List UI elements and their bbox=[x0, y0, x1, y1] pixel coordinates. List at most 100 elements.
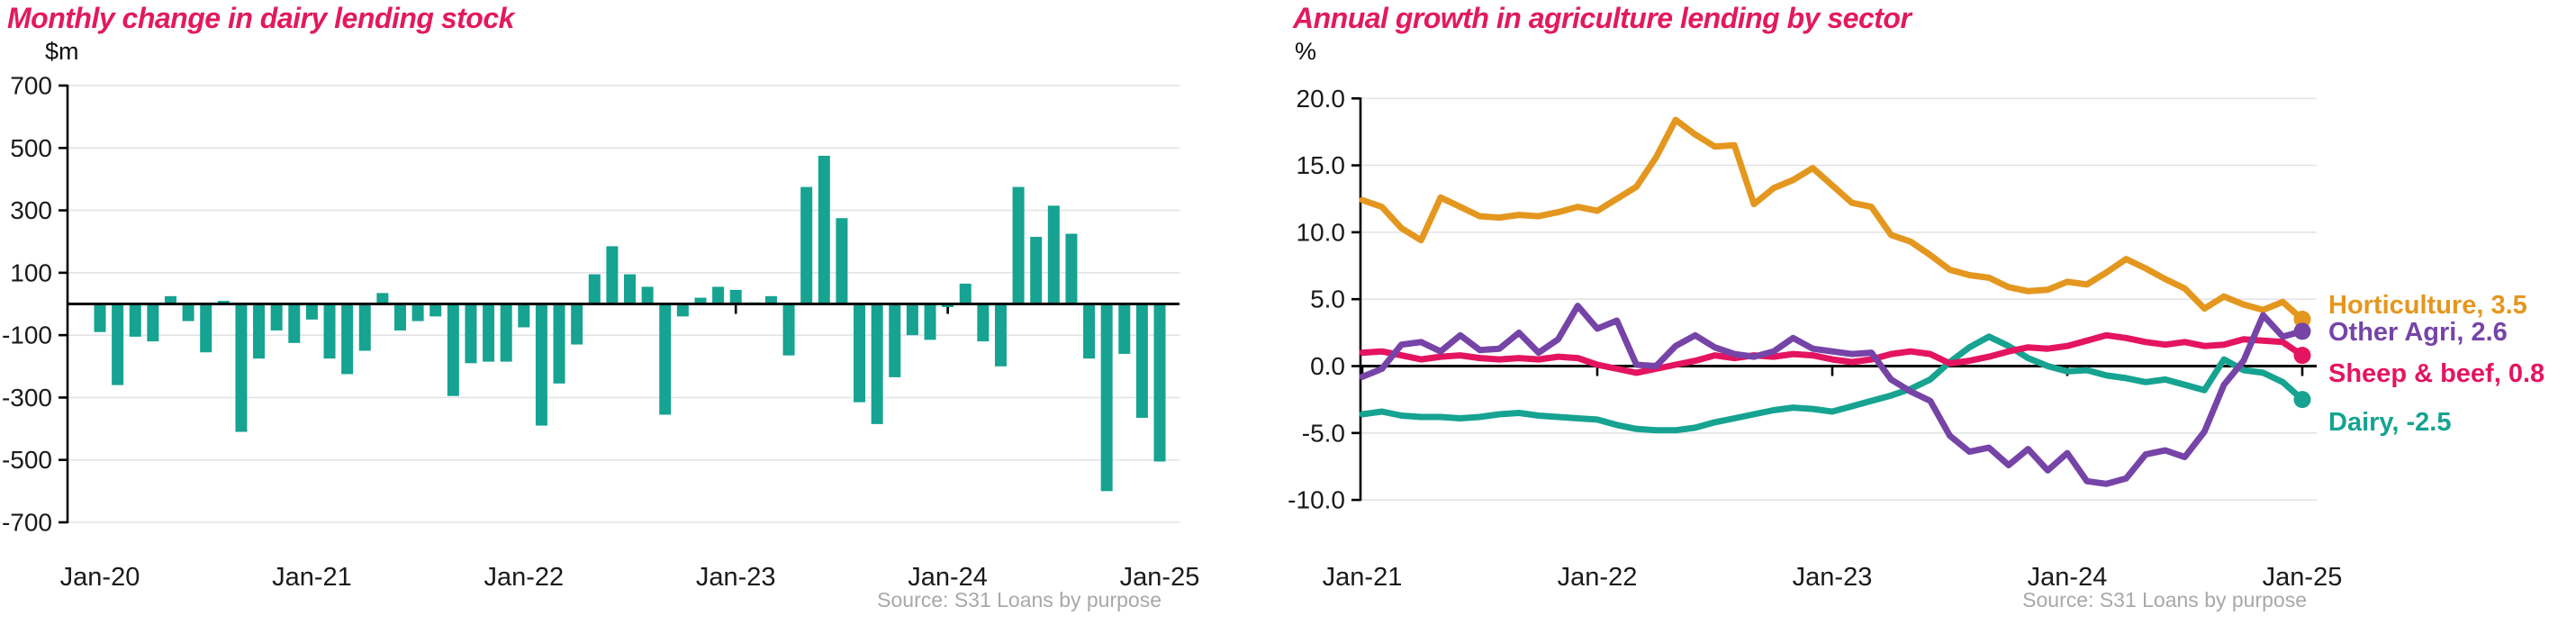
left-chart-unit-label: $m bbox=[45, 38, 79, 65]
line-series-2 bbox=[1359, 331, 2306, 376]
bar bbox=[782, 303, 795, 356]
y-tick-label: -700 bbox=[2, 509, 52, 537]
bar bbox=[729, 289, 742, 304]
y-tick-label: -100 bbox=[2, 322, 52, 349]
y-tick-label: -300 bbox=[2, 384, 52, 412]
x-tick-label: Jan-25 bbox=[2263, 563, 2343, 592]
bar bbox=[764, 295, 777, 304]
bar bbox=[235, 303, 248, 432]
series-end-dot-3 bbox=[2293, 391, 2311, 409]
bar bbox=[1030, 237, 1043, 304]
x-tick-label: Jan-21 bbox=[1323, 563, 1403, 592]
bar bbox=[659, 303, 672, 415]
bar bbox=[323, 303, 336, 359]
bar bbox=[411, 303, 424, 322]
bar bbox=[94, 303, 106, 332]
bar bbox=[924, 303, 936, 340]
x-tick-label: Jan-24 bbox=[2028, 563, 2108, 592]
bar bbox=[818, 155, 830, 304]
y-tick-label: 100 bbox=[10, 258, 52, 286]
bar bbox=[889, 303, 901, 377]
agriculture-lending-line-chart-panel: Annual growth in agriculture lending by … bbox=[1288, 0, 2576, 625]
bar bbox=[836, 218, 848, 304]
bar bbox=[358, 303, 371, 351]
bar bbox=[694, 297, 707, 304]
line-chart-plot: 20.0 15.0 10.0 5.0 0.0 -5.0 -10.0 Jan-21 Jan-22 J… bbox=[1288, 85, 2343, 592]
bar bbox=[164, 295, 176, 304]
bar bbox=[571, 303, 583, 345]
y-tick-label: 500 bbox=[10, 134, 52, 162]
bar bbox=[624, 274, 637, 304]
legend-other-agri: Other Agri, 2.6 bbox=[2328, 318, 2508, 347]
bar bbox=[1083, 303, 1096, 359]
bar bbox=[676, 303, 689, 317]
bar-chart-plot: 700 500 300 100 -100 -300 -500 -700 Jan-20 Jan-21… bbox=[2, 71, 1200, 592]
x-tick-label: Jan-22 bbox=[1558, 563, 1638, 592]
bar bbox=[270, 303, 283, 331]
y-tick-label: 0.0 bbox=[1310, 352, 1345, 380]
bar bbox=[942, 303, 954, 307]
bar bbox=[871, 303, 883, 424]
bar bbox=[854, 303, 866, 403]
bar bbox=[1047, 205, 1060, 304]
y-tick-label: -10.0 bbox=[1288, 486, 1345, 514]
bar bbox=[588, 274, 601, 304]
bar bbox=[253, 303, 266, 359]
legend-horticulture: Horticulture, 3.5 bbox=[2328, 291, 2527, 320]
bar bbox=[217, 301, 230, 304]
series-end-dot-0 bbox=[2293, 310, 2311, 328]
bar bbox=[429, 303, 442, 317]
legend-sheep-beef: Sheep & beef, 0.8 bbox=[2328, 359, 2545, 388]
bar bbox=[465, 303, 477, 364]
right-chart-unit-label: % bbox=[1295, 38, 1317, 65]
bar bbox=[959, 283, 972, 304]
bar bbox=[906, 303, 918, 336]
bar bbox=[341, 303, 354, 375]
bar bbox=[641, 286, 654, 304]
dairy-lending-bar-chart-panel: Monthly change in dairy lending stock $m… bbox=[2, 2, 1200, 611]
line-series-1 bbox=[1359, 303, 2306, 487]
bar bbox=[1012, 186, 1025, 304]
y-tick-label: 15.0 bbox=[1297, 151, 1346, 179]
x-tick-label: Jan-20 bbox=[60, 563, 140, 592]
series-end-dot-1 bbox=[2293, 322, 2311, 340]
y-tick-label: -500 bbox=[2, 446, 52, 474]
bar bbox=[288, 303, 301, 343]
y-tick-label: -5.0 bbox=[1302, 419, 1345, 447]
y-tick-label: 5.0 bbox=[1310, 285, 1345, 313]
bar bbox=[376, 293, 389, 304]
bar bbox=[518, 303, 530, 328]
bar bbox=[977, 303, 990, 342]
y-tick-label: 700 bbox=[10, 71, 52, 99]
y-tick-label: 10.0 bbox=[1297, 218, 1346, 246]
bar bbox=[1065, 233, 1078, 304]
bar bbox=[305, 303, 318, 320]
bar bbox=[447, 303, 459, 396]
bar bbox=[112, 303, 124, 385]
x-tick-label: Jan-21 bbox=[272, 563, 352, 592]
bar bbox=[535, 303, 547, 426]
bar bbox=[129, 303, 141, 337]
bar bbox=[1153, 303, 1166, 462]
bar bbox=[994, 303, 1007, 367]
bar bbox=[553, 303, 565, 384]
bar bbox=[606, 246, 619, 304]
bar bbox=[800, 186, 813, 304]
line-series-3 bbox=[1359, 333, 2306, 434]
y-tick-label: 20.0 bbox=[1297, 85, 1346, 113]
right-chart-source: Source: S31 Loans by purpose bbox=[2022, 588, 2307, 611]
bar bbox=[483, 303, 495, 362]
x-tick-label: Jan-22 bbox=[484, 563, 564, 592]
right-chart-title: Annual growth in agriculture lending by … bbox=[1293, 2, 1912, 34]
bar bbox=[500, 303, 512, 362]
series-end-dot-2 bbox=[2293, 347, 2311, 365]
x-tick-label: Jan-24 bbox=[908, 563, 988, 592]
line-series-0 bbox=[1359, 116, 2306, 322]
bar bbox=[147, 303, 159, 342]
bar-series bbox=[94, 155, 1166, 492]
left-chart-source: Source: S31 Loans by purpose bbox=[877, 588, 1161, 611]
bar bbox=[182, 303, 194, 322]
x-tick-label: Jan-25 bbox=[1120, 563, 1200, 592]
legend-dairy: Dairy, -2.5 bbox=[2328, 408, 2452, 437]
